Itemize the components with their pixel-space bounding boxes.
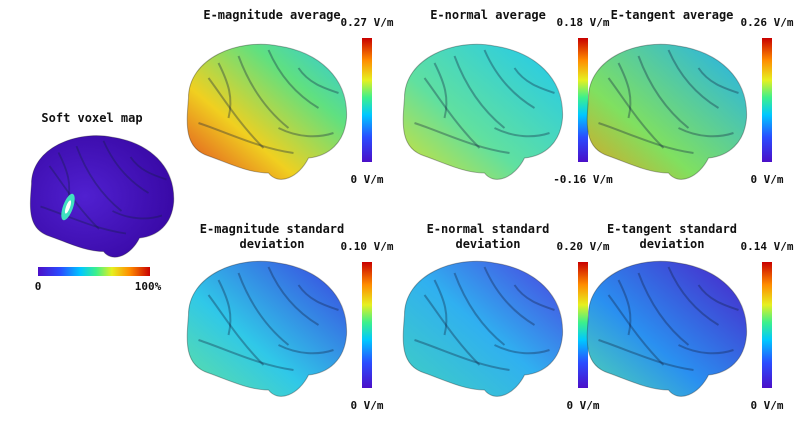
colorbar-max-label: 0.20 V/m — [557, 240, 610, 253]
colorbar — [762, 38, 772, 162]
colorbar-max-label: 0.10 V/m — [341, 240, 394, 253]
voxel-colorbar — [38, 267, 150, 276]
brain-surface — [586, 260, 748, 398]
voxel-map-title: Soft voxel map — [41, 111, 142, 125]
voxel-map-panel: Soft voxel map 0 100% — [29, 111, 175, 293]
colorbar-min-label: 0 V/m — [566, 399, 599, 412]
colorbar-max-label: 0.27 V/m — [341, 16, 394, 29]
colorbar — [362, 262, 372, 388]
colorbar-max-label: 0.14 V/m — [741, 240, 794, 253]
colorbar-max-label: 0.18 V/m — [557, 16, 610, 29]
panel-title: E-tangent standard — [607, 222, 737, 236]
voxel-min-label: 0 — [35, 280, 42, 293]
colorbar — [362, 38, 372, 162]
voxel-max-label: 100% — [135, 280, 162, 293]
panel-title: E-magnitude average — [203, 8, 340, 22]
brain-surface — [402, 260, 564, 398]
brain-surface — [186, 43, 348, 181]
colorbar-min-label: -0.16 V/m — [553, 173, 613, 186]
colorbar — [762, 262, 772, 388]
panel-title: deviation — [639, 237, 704, 251]
panel-title: deviation — [239, 237, 304, 251]
panel-title: E-magnitude standard — [200, 222, 345, 236]
colorbar-max-label: 0.26 V/m — [741, 16, 794, 29]
panel-title: E-normal standard — [427, 222, 550, 236]
colorbar-min-label: 0 V/m — [750, 173, 783, 186]
colorbar-min-label: 0 V/m — [750, 399, 783, 412]
brain-surface — [186, 260, 348, 398]
panel-title: deviation — [455, 237, 520, 251]
panel-title: E-normal average — [430, 8, 546, 22]
colorbar-min-label: 0 V/m — [350, 173, 383, 186]
brain-surface — [586, 43, 748, 181]
voxel-hotspot-core — [64, 200, 72, 214]
colorbar — [578, 262, 588, 388]
colorbar — [578, 38, 588, 162]
brain-surface — [402, 43, 564, 181]
panel-title: E-tangent average — [611, 8, 734, 22]
colorbar-min-label: 0 V/m — [350, 399, 383, 412]
voxel-brain — [29, 134, 175, 259]
